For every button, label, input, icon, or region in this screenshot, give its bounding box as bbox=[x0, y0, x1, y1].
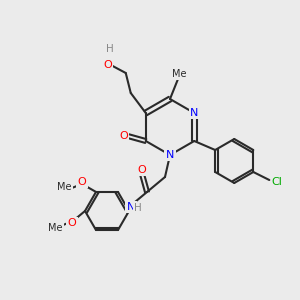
Text: H: H bbox=[106, 44, 114, 54]
Text: Me: Me bbox=[57, 182, 71, 192]
Text: O: O bbox=[68, 218, 76, 228]
Text: H: H bbox=[134, 203, 142, 213]
Text: Me: Me bbox=[48, 223, 62, 233]
Text: N: N bbox=[127, 202, 135, 212]
Text: N: N bbox=[166, 150, 174, 160]
Text: N: N bbox=[190, 108, 198, 118]
Text: O: O bbox=[138, 165, 146, 175]
Text: Me: Me bbox=[172, 69, 186, 79]
Text: Cl: Cl bbox=[272, 177, 283, 187]
Text: O: O bbox=[119, 131, 128, 141]
Text: O: O bbox=[78, 177, 86, 187]
Text: O: O bbox=[103, 60, 112, 70]
